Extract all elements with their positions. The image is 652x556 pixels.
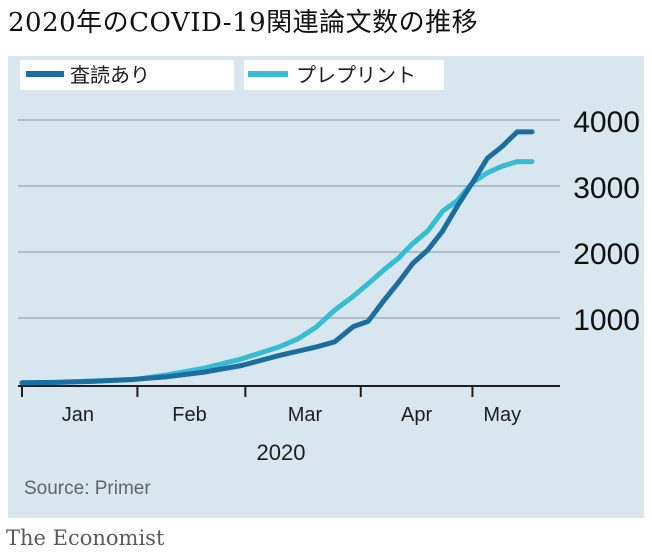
y-tick-label-1000: 1000 xyxy=(573,304,640,337)
brand-logo: The Economist xyxy=(6,526,165,550)
source-note: Source: Primer xyxy=(24,478,151,499)
y-tick-labels: 1000 2000 3000 4000 xyxy=(573,106,640,337)
y-tick-label-4000: 4000 xyxy=(573,106,640,139)
x-axis-label: 2020 xyxy=(257,440,306,465)
chart-title: 2020年のCOVID-19関連論文数の推移 xyxy=(8,8,479,38)
x-tick-label-apr: Apr xyxy=(401,404,432,426)
x-tick-label-mar: Mar xyxy=(288,404,323,426)
legend: 査読あり プレプリント xyxy=(20,60,444,90)
grid xyxy=(18,119,560,319)
y-tick-label-2000: 2000 xyxy=(573,238,640,271)
x-tick-label-jan: Jan xyxy=(62,404,94,426)
series-lines xyxy=(19,129,535,386)
x-tick-marks xyxy=(21,386,474,397)
y-tick-label-3000: 3000 xyxy=(573,172,640,205)
x-tick-labels: Jan Feb Mar Apr May xyxy=(62,404,521,426)
x-tick-label-may: May xyxy=(483,404,521,426)
series-line-preprint xyxy=(19,159,535,386)
chart-panel xyxy=(8,56,644,518)
legend-label-peer: 査読あり xyxy=(70,63,150,87)
x-tick-label-feb: Feb xyxy=(172,404,206,426)
legend-label-preprint: プレプリント xyxy=(296,63,416,87)
series-line-peer-reviewed xyxy=(19,129,535,386)
